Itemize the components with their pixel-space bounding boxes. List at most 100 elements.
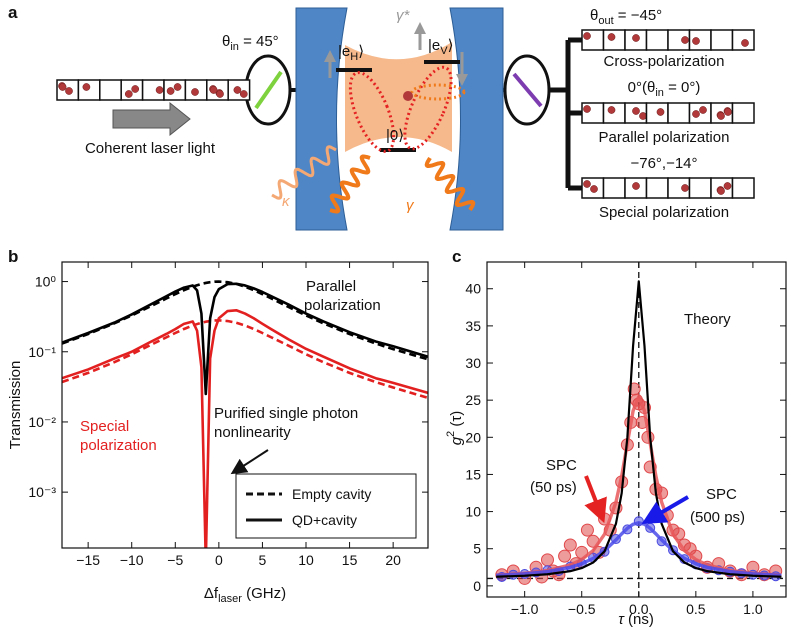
symbol: θ <box>222 33 230 50</box>
annotation: Special <box>80 418 129 435</box>
plot-area <box>62 280 428 548</box>
time-bin <box>645 177 669 199</box>
subscript: H <box>350 51 358 63</box>
x-tick-label: 20 <box>385 552 401 568</box>
photon <box>124 90 133 98</box>
data-point <box>558 549 572 563</box>
x-tick-label: −0.5 <box>568 601 596 617</box>
y-tick-label: 25 <box>465 392 481 408</box>
photon <box>741 39 749 47</box>
theta-in: θin = 45° <box>222 33 279 53</box>
diagram: θin = 45° Coherent laser light |eH⟩ |eV⟩… <box>56 7 755 231</box>
time-bin <box>710 29 734 51</box>
laser-label: Coherent laser light <box>85 140 216 157</box>
transition <box>348 71 396 153</box>
text: g <box>448 436 465 445</box>
annotation: polarization <box>304 297 381 314</box>
photon <box>607 106 616 114</box>
photon <box>131 85 140 93</box>
annotation: (50 ps) <box>530 479 577 496</box>
text: |e <box>428 37 440 54</box>
annotation: nonlinearity <box>214 424 291 441</box>
series-line <box>62 319 428 400</box>
text: 0°(θ <box>628 79 656 96</box>
series-line <box>496 521 782 578</box>
x-tick-label: −5 <box>167 552 183 568</box>
output-label: Cross-polarization <box>604 53 725 70</box>
photon <box>58 83 67 91</box>
x-tick-label: 0.5 <box>686 601 706 617</box>
y-tick-label: 10⁻³ <box>28 484 56 500</box>
x-tick-label: 15 <box>342 552 358 568</box>
y-tick-label: 0 <box>473 578 481 594</box>
transition <box>403 65 453 151</box>
plot-area <box>487 262 786 597</box>
y-tick-label: 30 <box>465 355 481 371</box>
photon <box>65 87 73 95</box>
x-axis-label: Δflaser (GHz) <box>204 585 286 605</box>
state-label: |eV⟩ <box>428 37 453 57</box>
series-line <box>62 282 428 396</box>
x-tick-label: −1.0 <box>511 601 539 617</box>
photon <box>692 110 700 118</box>
splitter <box>550 37 582 191</box>
annotation: Purified single photon <box>214 405 358 422</box>
photon-wave <box>329 154 371 214</box>
time-bin <box>77 79 101 101</box>
state-label: |0⟩ <box>386 127 404 144</box>
annotation: Theory <box>684 311 731 328</box>
text: (ns) <box>624 611 654 628</box>
photon <box>717 187 725 195</box>
y-tick-label: 35 <box>465 318 481 334</box>
photon <box>590 185 598 193</box>
dephasing <box>410 83 466 101</box>
y-tick-label: 15 <box>465 466 481 482</box>
text: Δf <box>204 585 219 602</box>
y-tick-label: 40 <box>465 281 481 297</box>
panel-label: b <box>8 247 18 266</box>
output-label: Special polarization <box>599 204 729 221</box>
text: (GHz) <box>242 585 286 602</box>
photon <box>656 108 665 116</box>
quantum-dot <box>403 91 413 101</box>
text: = −45° <box>614 7 663 24</box>
subscript: in <box>230 41 239 53</box>
photon <box>724 108 732 116</box>
time-bin <box>602 29 626 51</box>
annotation-arrow <box>584 475 607 524</box>
data-point <box>563 538 577 552</box>
annotation: (500 ps) <box>690 509 745 526</box>
text: = 45° <box>239 33 279 50</box>
photon <box>639 112 647 120</box>
y-tick-label: 20 <box>465 429 481 445</box>
text: (τ) <box>448 411 465 431</box>
subscript: in <box>655 87 664 99</box>
annotation: Parallel <box>306 278 356 295</box>
gamma-star: γ* <box>396 7 411 24</box>
laser-arrow <box>112 101 191 137</box>
text: ⟩ <box>358 43 364 60</box>
photon <box>82 83 91 91</box>
text: |e <box>338 43 350 60</box>
text: τ <box>618 611 625 628</box>
photon <box>166 87 175 95</box>
time-bin <box>731 102 755 124</box>
plot-frame <box>486 261 787 598</box>
subscript: out <box>598 15 613 27</box>
photon <box>191 88 199 96</box>
photon <box>632 107 640 115</box>
x-tick-label: 0.0 <box>629 601 649 617</box>
theta-out: θout = −45° <box>590 7 662 27</box>
text: = 0°) <box>664 79 700 96</box>
annotation: polarization <box>80 437 157 454</box>
state-label: |eH⟩ <box>338 43 364 63</box>
time-bin <box>731 177 755 199</box>
x-axis-label: τ (ns) <box>618 611 654 628</box>
output-label: Parallel polarization <box>599 129 730 146</box>
photon-wave <box>271 145 337 200</box>
y-tick-label: 10⁻¹ <box>28 344 56 360</box>
plot-frame <box>61 261 429 549</box>
legend-label: Empty cavity <box>292 486 371 502</box>
